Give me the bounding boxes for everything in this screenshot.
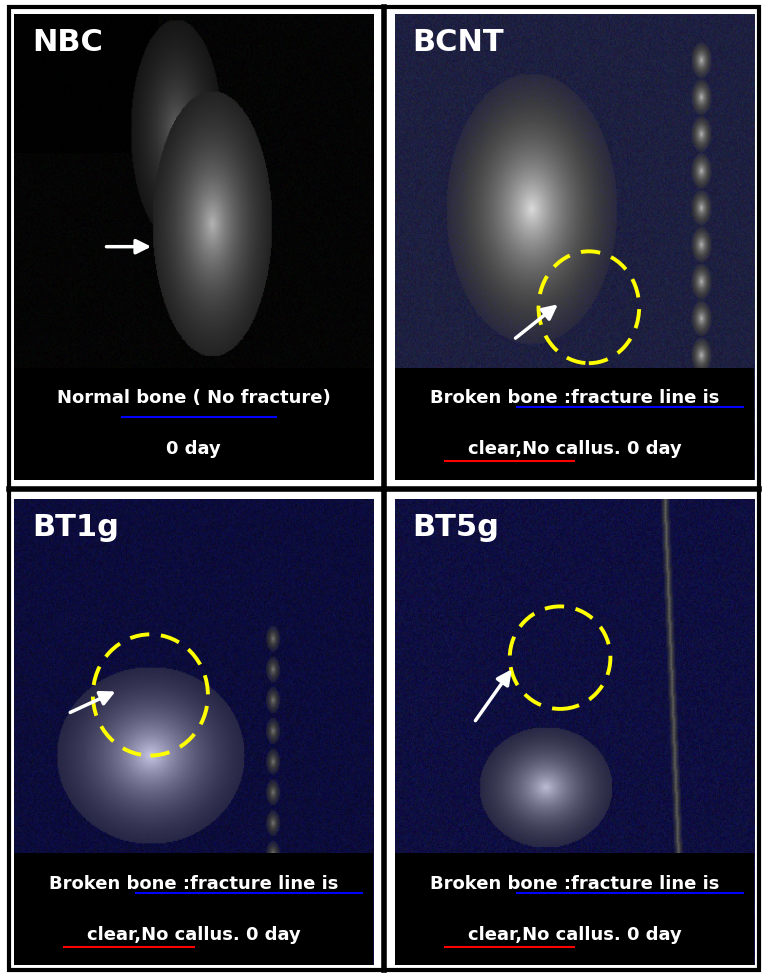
Text: Broken bone :fracture line is: Broken bone :fracture line is	[430, 389, 719, 408]
Bar	[14, 368, 373, 480]
Text: 0 day: 0 day	[166, 441, 221, 458]
Bar	[14, 853, 373, 965]
Text: BT5g: BT5g	[412, 513, 500, 542]
Text: NBC: NBC	[31, 27, 103, 57]
Text: Broken bone :fracture line is: Broken bone :fracture line is	[430, 875, 719, 893]
Text: clear,No callus. 0 day: clear,No callus. 0 day	[468, 441, 681, 458]
Text: Normal bone ( No fracture): Normal bone ( No fracture)	[57, 389, 330, 408]
Text: clear,No callus. 0 day: clear,No callus. 0 day	[87, 926, 300, 944]
Bar	[395, 853, 754, 965]
Text: clear,No callus. 0 day: clear,No callus. 0 day	[468, 926, 681, 944]
Text: BT1g: BT1g	[31, 513, 119, 542]
Text: Broken bone :fracture line is: Broken bone :fracture line is	[49, 875, 338, 893]
Bar	[395, 368, 754, 480]
Text: BCNT: BCNT	[412, 27, 505, 57]
